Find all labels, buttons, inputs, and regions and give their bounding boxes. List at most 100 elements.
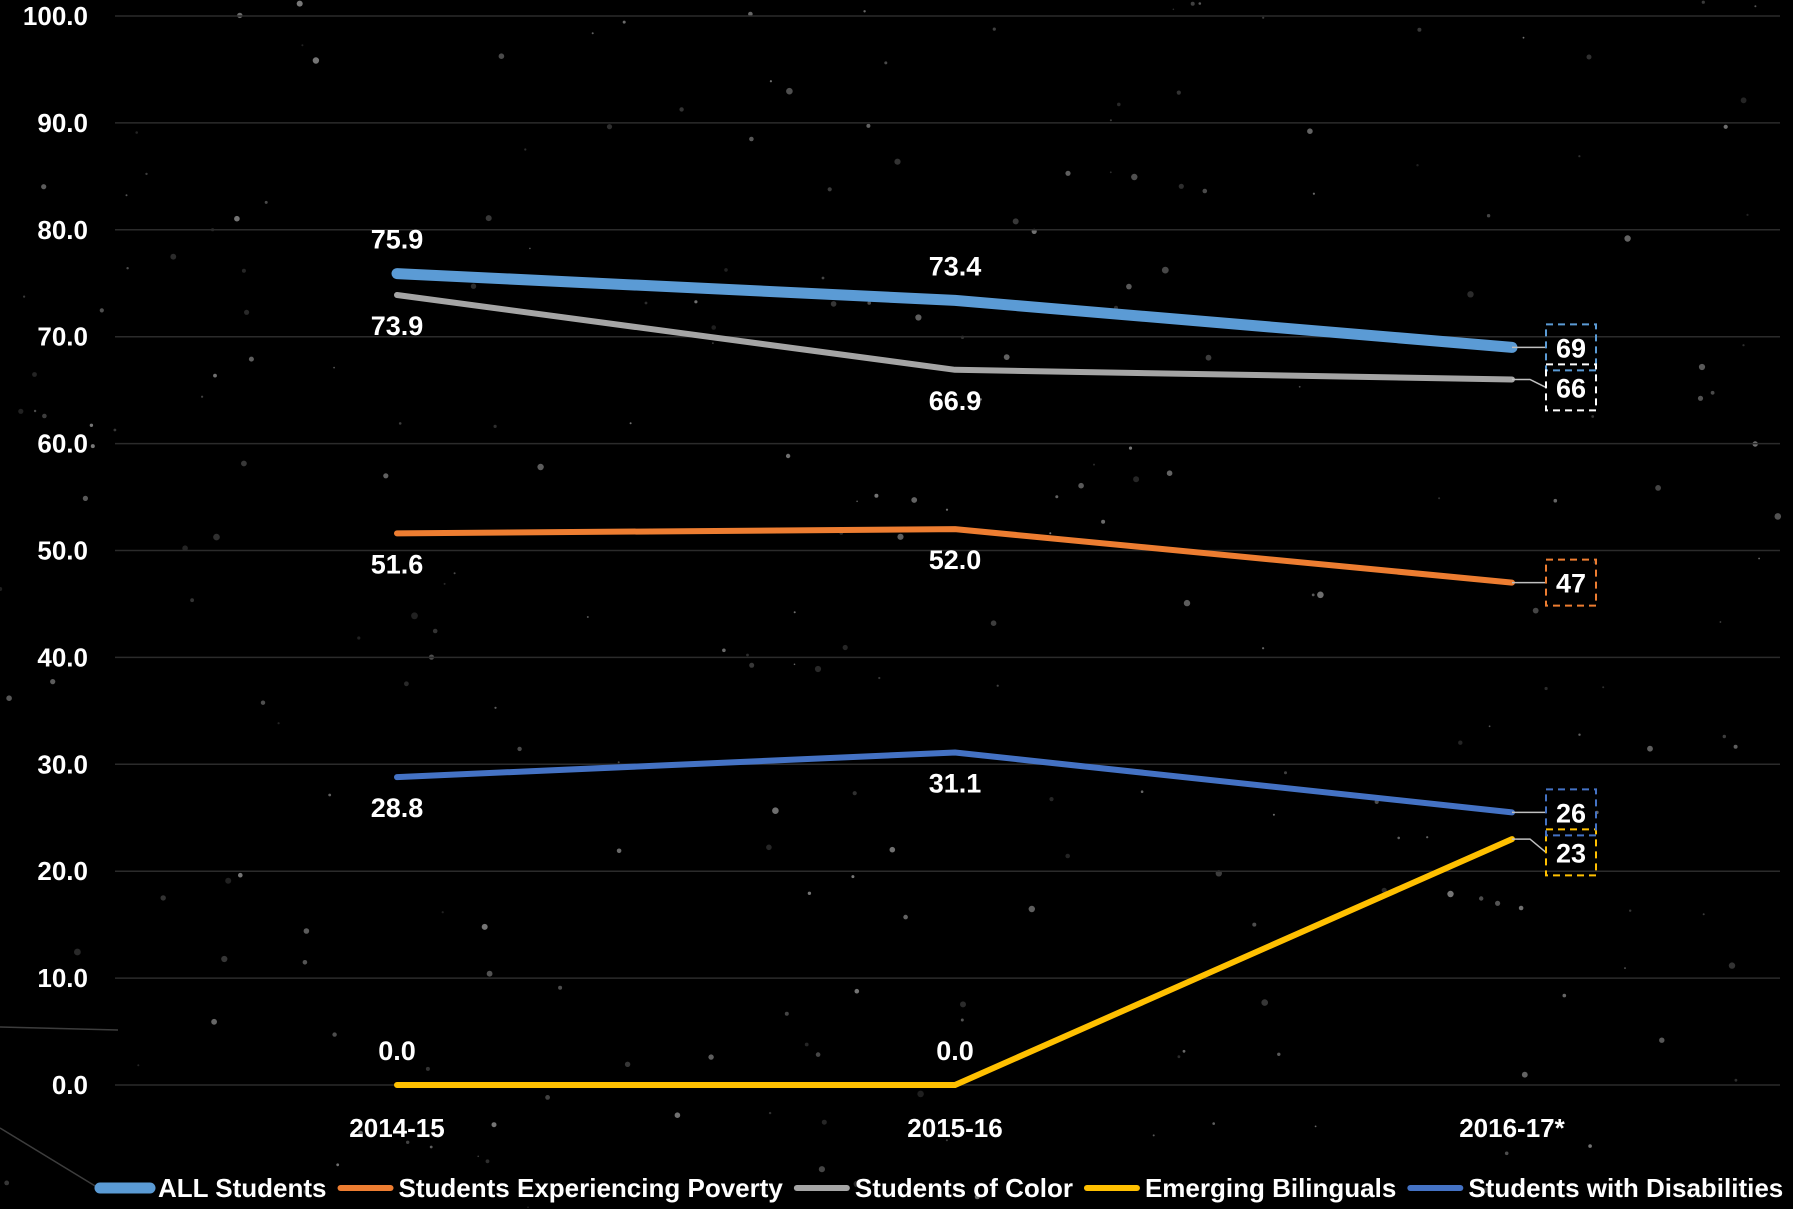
- star-dot: [264, 200, 268, 204]
- star-dot: [470, 283, 477, 289]
- star-dot: [821, 1119, 827, 1125]
- star-dot: [99, 308, 104, 313]
- star-dot: [1202, 188, 1208, 194]
- star-dot: [772, 807, 779, 814]
- star-dot: [244, 309, 250, 315]
- star-dot: [711, 325, 716, 330]
- star-dot: [302, 960, 308, 965]
- star-dot: [830, 301, 837, 307]
- star-dot: [23, 295, 26, 298]
- star-dot: [1417, 27, 1422, 32]
- star-dot: [1438, 497, 1441, 500]
- star-dot: [1742, 344, 1745, 347]
- star-dot: [1701, 0, 1705, 4]
- star-dot: [113, 428, 117, 432]
- y-tick-label: 90.0: [37, 108, 88, 138]
- star-dot: [708, 1054, 714, 1060]
- callout-box: [1545, 363, 1597, 412]
- star-dot: [1212, 1122, 1215, 1125]
- star-dot: [827, 187, 832, 192]
- star-dot: [1586, 54, 1592, 60]
- star-dot: [815, 1052, 821, 1057]
- callout-value-label: 26: [1556, 798, 1586, 828]
- star-dot: [125, 194, 128, 197]
- star-dot: [1479, 896, 1484, 901]
- star-dot: [1710, 390, 1715, 395]
- star-dot: [1458, 740, 1463, 745]
- star-dot: [443, 582, 446, 585]
- star-dot: [749, 136, 754, 142]
- star-dot: [135, 131, 138, 134]
- star-dot: [793, 663, 796, 666]
- star-dot: [498, 53, 505, 59]
- star-dot: [874, 493, 879, 498]
- data-label: 52.0: [929, 545, 982, 575]
- star-dot: [1522, 36, 1525, 39]
- star-dot: [1065, 170, 1071, 176]
- legend-item: ALL Students: [94, 1173, 327, 1203]
- star-dot: [82, 495, 88, 501]
- star-dot: [50, 679, 56, 685]
- star-dot: [1734, 1078, 1738, 1082]
- star-dot: [945, 508, 949, 511]
- star-dot: [1205, 354, 1212, 361]
- star-dot: [432, 628, 438, 634]
- star-dot: [213, 373, 217, 378]
- legend-item: Students Experiencing Poverty: [337, 1173, 783, 1203]
- star-dot: [0, 587, 3, 591]
- light-streak: [0, 1127, 106, 1193]
- star-dot: [1152, 1134, 1155, 1137]
- data-label: 66.9: [929, 386, 982, 416]
- star-dot: [1722, 734, 1727, 739]
- star-dot: [793, 611, 796, 614]
- y-tick-label: 100.0: [23, 1, 88, 31]
- y-tick-label: 20.0: [37, 856, 88, 886]
- star-dot: [486, 970, 493, 977]
- star-dot: [960, 1018, 964, 1022]
- star-dot: [137, 1064, 140, 1067]
- star-dot: [1128, 446, 1133, 450]
- star-dot: [915, 314, 922, 321]
- star-dot: [878, 676, 881, 680]
- star-dot: [481, 923, 488, 930]
- star-dot: [897, 533, 904, 540]
- star-dot: [1198, 2, 1202, 5]
- star-dot: [911, 497, 918, 503]
- star-dot: [1272, 813, 1275, 816]
- star-dot: [1311, 593, 1315, 597]
- star-dot: [234, 215, 240, 222]
- star-dot: [89, 423, 94, 427]
- star-dot: [1133, 476, 1140, 483]
- star-dot: [411, 612, 418, 620]
- star-dot: [1312, 192, 1315, 195]
- star-dot: [260, 700, 266, 705]
- star-dot: [383, 473, 389, 479]
- callout-value-label: 47: [1556, 569, 1586, 599]
- star-dot: [1486, 214, 1491, 218]
- legend-label: ALL Students: [158, 1173, 327, 1203]
- star-dot: [524, 148, 527, 151]
- data-labels: 75.9 73.4 69 51.6 52.0 47 73.9 66.9 66 0.0 0.0 23 28…: [371, 225, 1597, 1066]
- legend-item: Emerging Bilinguals: [1083, 1173, 1396, 1203]
- star-dot: [221, 955, 228, 963]
- y-tick-label: 60.0: [37, 429, 88, 459]
- star-dot: [1065, 853, 1070, 859]
- legend-label: Emerging Bilinguals: [1145, 1173, 1396, 1203]
- gridlines: [115, 15, 1780, 1086]
- star-dot: [1719, 621, 1722, 623]
- star-dot: [225, 877, 232, 884]
- star-dot: [425, 1066, 430, 1071]
- star-dot: [1578, 733, 1581, 736]
- star-dot: [1317, 591, 1324, 599]
- star-dot: [527, 1206, 529, 1209]
- series-line-students-of-color: [394, 292, 1515, 383]
- star-dot: [722, 648, 726, 653]
- star-dot: [1647, 745, 1653, 752]
- legend-item: Students with Disabilities: [1407, 1173, 1783, 1203]
- y-axis: 0.0 10.0 20.0 30.0 40.0 50.0 60.0 70.0 80.0 90.0 1…: [23, 1, 88, 1100]
- star-dot: [1101, 519, 1106, 524]
- star-dot: [746, 653, 749, 657]
- star-dot: [814, 665, 822, 673]
